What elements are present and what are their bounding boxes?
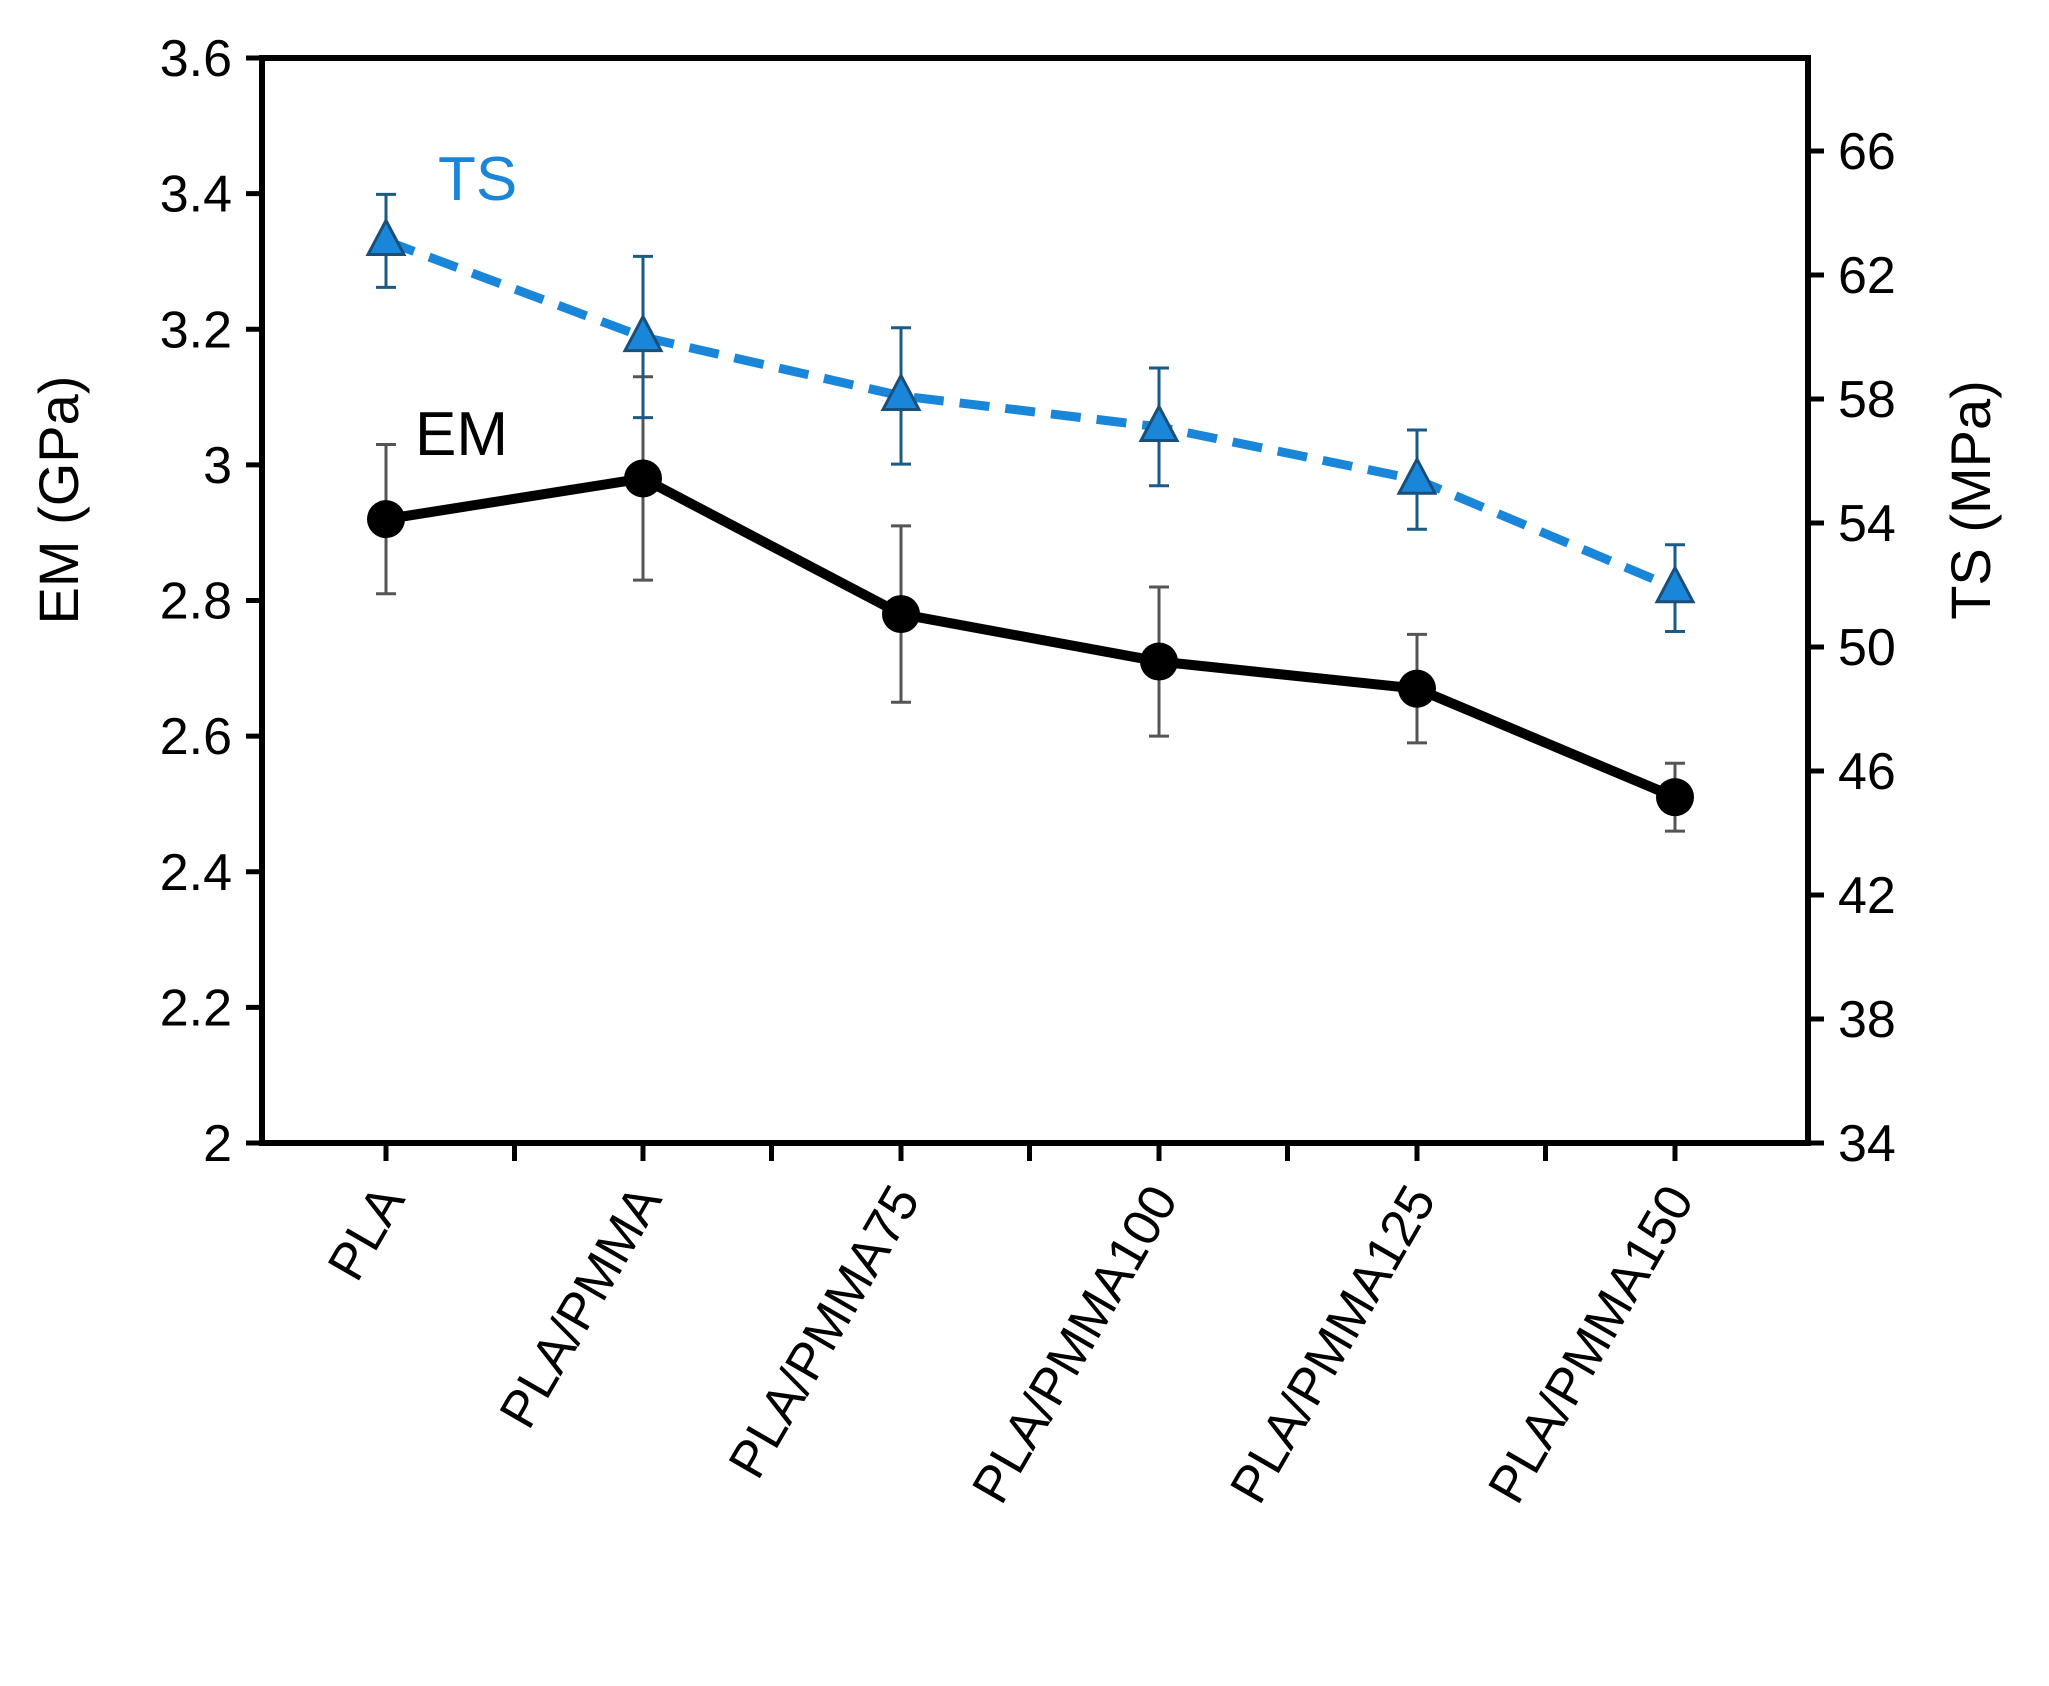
left-tick-label: 2.6 (160, 708, 232, 766)
left-tick-label: 2 (203, 1115, 232, 1173)
em-data-point (1398, 669, 1436, 708)
x-tick-label: PLA/PMMA (489, 1176, 674, 1438)
error-bars-layer (376, 192, 1685, 833)
series-lines-layer (384, 236, 1677, 802)
left-tick-label: 3 (203, 437, 232, 495)
left-axis-title: EM (GPa) (27, 376, 90, 625)
right-tick-label: 42 (1838, 867, 1896, 925)
right-tick-label: 62 (1838, 247, 1896, 305)
right-tick-label: 46 (1838, 743, 1896, 801)
left-tick-label: 3.2 (160, 301, 232, 359)
left-tick-label: 3.4 (160, 166, 232, 224)
right-tick-label: 34 (1838, 1115, 1896, 1173)
x-tick-label: PLA/PMMA75 (718, 1176, 932, 1488)
em-data-point (1656, 778, 1694, 817)
plot-frame (259, 55, 1811, 1146)
ts-data-point (1396, 455, 1438, 495)
series-label-em: EM (415, 400, 508, 469)
left-tick-label: 2.2 (160, 979, 232, 1037)
axes-layer: 2 2.2 2.4 2.6 2.8 3 3.2 3.4 3.6 34 38 42 46 50 54 58 62 6… (160, 30, 1896, 1513)
right-tick-label: 50 (1838, 619, 1896, 677)
em-data-point (367, 500, 405, 539)
left-tick-label: 2.4 (160, 844, 232, 902)
x-tick-label: PLA/PMMA125 (1219, 1176, 1447, 1513)
x-tick-label: PLA/PMMA150 (1477, 1176, 1705, 1513)
em-series-line (385, 473, 1677, 802)
right-tick-label: 38 (1838, 991, 1896, 1049)
left-tick-label: 2.8 (160, 573, 232, 631)
right-tick-label: 66 (1838, 123, 1896, 181)
ts-data-point (1654, 564, 1696, 604)
ts-data-point (365, 217, 407, 256)
em-data-point (624, 459, 662, 498)
ts-data-point (880, 372, 922, 411)
left-tick-label: 3.6 (160, 30, 232, 88)
x-tick-label: PLA (317, 1176, 417, 1290)
markers-layer (365, 217, 1696, 817)
ts-data-point (622, 313, 664, 353)
series-label-ts: TS (438, 145, 517, 214)
right-tick-label: 54 (1838, 495, 1896, 553)
labels-layer: EM (GPa) TS (MPa) TS EM (27, 145, 2002, 624)
right-tick-label: 58 (1838, 371, 1896, 429)
em-data-point (882, 595, 920, 634)
right-axis-title: TS (MPa) (1939, 380, 2002, 620)
ts-data-point (1138, 403, 1180, 442)
x-tick-label: PLA/PMMA100 (961, 1176, 1189, 1513)
em-data-point (1140, 642, 1178, 681)
ts-series-line (384, 236, 1677, 593)
